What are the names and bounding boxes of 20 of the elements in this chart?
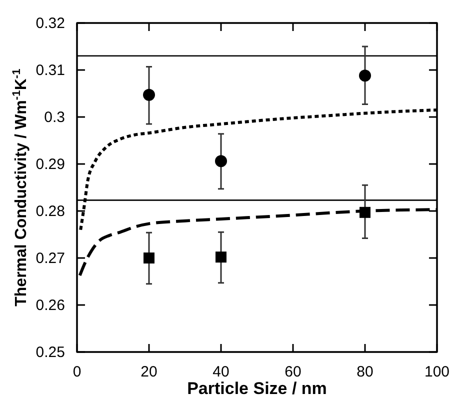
point	[215, 155, 227, 168]
y-tick-label: 0.31	[36, 62, 65, 79]
point	[144, 252, 154, 264]
y-tick-label: 0.28	[36, 202, 65, 220]
y-tick-label: 0.32	[36, 14, 65, 32]
x-tick-label: 60	[284, 364, 302, 381]
y-tick-label: 0.25	[36, 344, 65, 361]
y-tick-label: 0.29	[36, 156, 65, 173]
y-tick-label: 0.3	[44, 108, 65, 126]
x-tick-label: 0	[72, 364, 82, 381]
point	[359, 70, 371, 82]
point	[216, 252, 226, 263]
x-tick-label: 20	[140, 364, 158, 381]
point	[143, 88, 155, 101]
x-tick-label: 40	[212, 364, 230, 381]
x-axis-title: Particle Size / nm	[187, 379, 327, 398]
y-tick-label: 0.26	[36, 296, 65, 314]
y-tick-label: 0.27	[36, 250, 65, 267]
x-tick-label: 100	[424, 364, 450, 381]
x-tick-label: 80	[356, 364, 374, 381]
